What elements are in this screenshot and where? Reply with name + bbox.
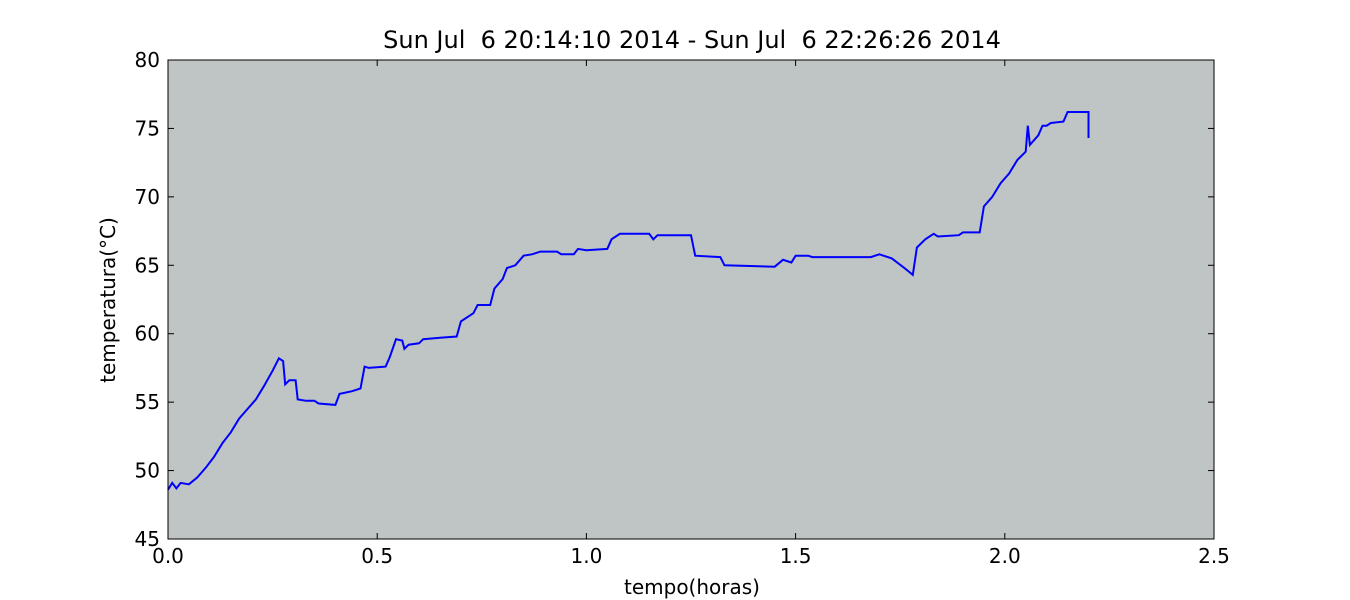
y-tick-label: 65 — [135, 253, 160, 277]
x-tick-label: 2.5 — [1198, 544, 1230, 568]
y-tick-label: 55 — [135, 390, 160, 414]
chart-title: Sun Jul 6 20:14:10 2014 - Sun Jul 6 22:2… — [383, 26, 1001, 54]
x-tick-label: 1.5 — [780, 544, 812, 568]
plot-frame — [167, 59, 1215, 540]
y-tick-label: 60 — [135, 322, 160, 346]
y-tick-label: 70 — [135, 185, 160, 209]
x-tick-label: 2.0 — [989, 544, 1021, 568]
x-tick-label: 0.5 — [361, 544, 393, 568]
x-tick-label: 0.0 — [152, 544, 184, 568]
y-tick-label: 45 — [135, 527, 160, 551]
y-tick-label: 80 — [135, 48, 160, 72]
y-tick-label: 50 — [135, 459, 160, 483]
x-axis-label: tempo(horas) — [624, 575, 760, 599]
plot-area — [168, 60, 1214, 539]
data-line — [167, 111, 1090, 491]
x-tick-label: 1.0 — [570, 544, 602, 568]
y-axis-label: temperatura(°C) — [96, 217, 120, 383]
y-tick-label: 75 — [135, 116, 160, 140]
